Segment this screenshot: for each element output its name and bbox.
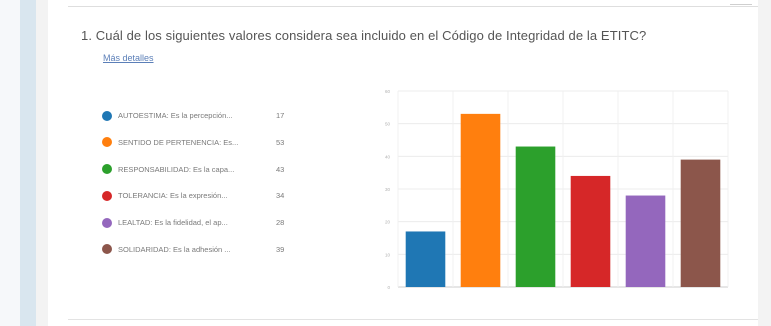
y-tick-label: 40 (385, 154, 391, 159)
legend-count: 34 (276, 191, 285, 201)
legend-item-lealtad: LEALTAD: Es la fidelidad, el ap... 28 (102, 217, 312, 228)
legend-item-sentido-de-pertenencia: SENTIDO DE PERTENENCIA: Es... 53 (102, 137, 312, 148)
legend-count: 17 (276, 111, 285, 120)
bar-chart: 0 10 20 30 40 50 60 (378, 85, 738, 295)
bar-3[interactable] (570, 175, 611, 287)
legend-label: SOLIDARIDAD: Es la adhesión ... (118, 244, 231, 254)
bar-chart-svg: 0 10 20 30 40 50 60 (385, 89, 729, 290)
legend-item-responsabilidad: RESPONSABILIDAD: Es la capa... 43 (102, 164, 312, 175)
more-details-link[interactable]: Más detalles (103, 53, 154, 63)
legend-color-dot (102, 137, 112, 148)
chart-legend: AUTOESTIMA: Es la percepción... 17 SENTI… (102, 110, 312, 271)
question-title: 1. Cuál de los siguientes valores consid… (81, 28, 647, 43)
y-tick-label: 0 (387, 285, 390, 290)
legend-label: RESPONSABILIDAD: Es la capa... (118, 164, 235, 174)
bar-5[interactable] (680, 159, 721, 287)
card-bottom-divider (68, 319, 758, 320)
y-tick-label: 60 (385, 89, 391, 94)
page-margin (0, 0, 20, 326)
card-top-divider (68, 6, 758, 7)
legend-color-dot (102, 244, 112, 255)
legend-label: SENTIDO DE PERTENENCIA: Es... (118, 137, 239, 147)
y-tick-label: 30 (385, 187, 391, 192)
legend-item-tolerancia: TOLERANCIA: Es la expresión... 34 (102, 190, 312, 201)
legend-count: 28 (276, 218, 285, 228)
legend-color-dot (102, 164, 112, 175)
legend-label: LEALTAD: Es la fidelidad, el ap... (118, 218, 228, 228)
legend-count: 53 (276, 137, 285, 147)
legend-color-dot (102, 217, 112, 228)
y-tick-label: 50 (385, 122, 391, 127)
legend-color-dot (102, 190, 112, 201)
legend-count: 43 (276, 164, 285, 174)
legend-item-autoestima: AUTOESTIMA: Es la percepción... 17 (102, 110, 312, 121)
y-tick-label: 20 (385, 220, 391, 225)
section-side-bar (20, 0, 36, 326)
bar-4[interactable] (625, 195, 666, 287)
bar-0[interactable] (405, 231, 446, 287)
legend-label: AUTOESTIMA: Es la percepción... (118, 111, 233, 120)
bar-2[interactable] (515, 146, 556, 287)
card-corner-mark (730, 0, 752, 5)
legend-count: 39 (276, 244, 285, 254)
bar-1[interactable] (460, 113, 501, 287)
legend-label: TOLERANCIA: Es la expresión... (118, 191, 228, 201)
question-card: 1. Cuál de los siguientes valores consid… (48, 0, 758, 326)
legend-color-dot (102, 110, 112, 121)
legend-item-solidaridad: SOLIDARIDAD: Es la adhesión ... 39 (102, 244, 312, 255)
y-tick-label: 10 (385, 252, 391, 257)
